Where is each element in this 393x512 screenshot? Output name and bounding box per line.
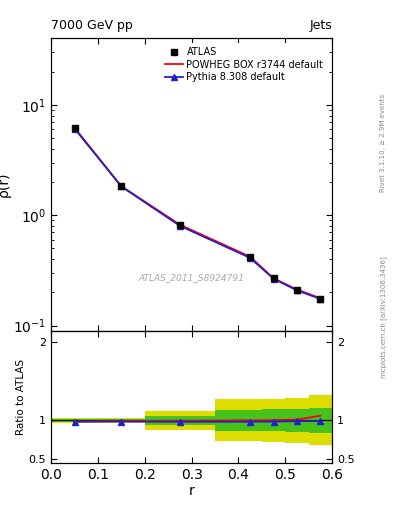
POWHEG BOX r3744 default xyxy=(318,295,323,301)
ATLAS xyxy=(295,287,299,293)
Text: Jets: Jets xyxy=(309,19,332,32)
ATLAS xyxy=(248,253,252,260)
Y-axis label: Ratio to ATLAS: Ratio to ATLAS xyxy=(16,359,26,435)
Text: ATLAS_2011_S8924791: ATLAS_2011_S8924791 xyxy=(139,273,244,283)
POWHEG BOX r3744 default xyxy=(72,124,77,131)
Pythia 8.308 default xyxy=(72,125,77,132)
Pythia 8.308 default xyxy=(318,296,323,302)
ATLAS xyxy=(318,295,323,302)
Pythia 8.308 default xyxy=(119,183,124,189)
Line: Pythia 8.308 default: Pythia 8.308 default xyxy=(72,126,323,302)
ATLAS xyxy=(72,124,77,131)
Pythia 8.308 default xyxy=(295,287,299,293)
POWHEG BOX r3744 default xyxy=(271,275,276,281)
Line: ATLAS: ATLAS xyxy=(71,124,324,302)
Legend: ATLAS, POWHEG BOX r3744 default, Pythia 8.308 default: ATLAS, POWHEG BOX r3744 default, Pythia … xyxy=(161,43,327,86)
POWHEG BOX r3744 default xyxy=(119,183,124,189)
Text: 7000 GeV pp: 7000 GeV pp xyxy=(51,19,133,32)
Pythia 8.308 default xyxy=(271,276,276,282)
Text: mcplots.cern.ch [arXiv:1306.3436]: mcplots.cern.ch [arXiv:1306.3436] xyxy=(380,257,387,378)
ATLAS xyxy=(178,222,182,228)
ATLAS xyxy=(271,275,276,281)
Y-axis label: ρ(r): ρ(r) xyxy=(0,172,10,197)
POWHEG BOX r3744 default xyxy=(178,222,182,228)
POWHEG BOX r3744 default xyxy=(248,253,252,260)
Line: POWHEG BOX r3744 default: POWHEG BOX r3744 default xyxy=(75,127,320,298)
Pythia 8.308 default xyxy=(178,223,182,229)
POWHEG BOX r3744 default xyxy=(295,286,299,292)
Text: Rivet 3.1.10, ≥ 2.9M events: Rivet 3.1.10, ≥ 2.9M events xyxy=(380,94,386,193)
X-axis label: r: r xyxy=(189,484,195,498)
Pythia 8.308 default xyxy=(248,255,252,261)
ATLAS xyxy=(119,183,124,189)
